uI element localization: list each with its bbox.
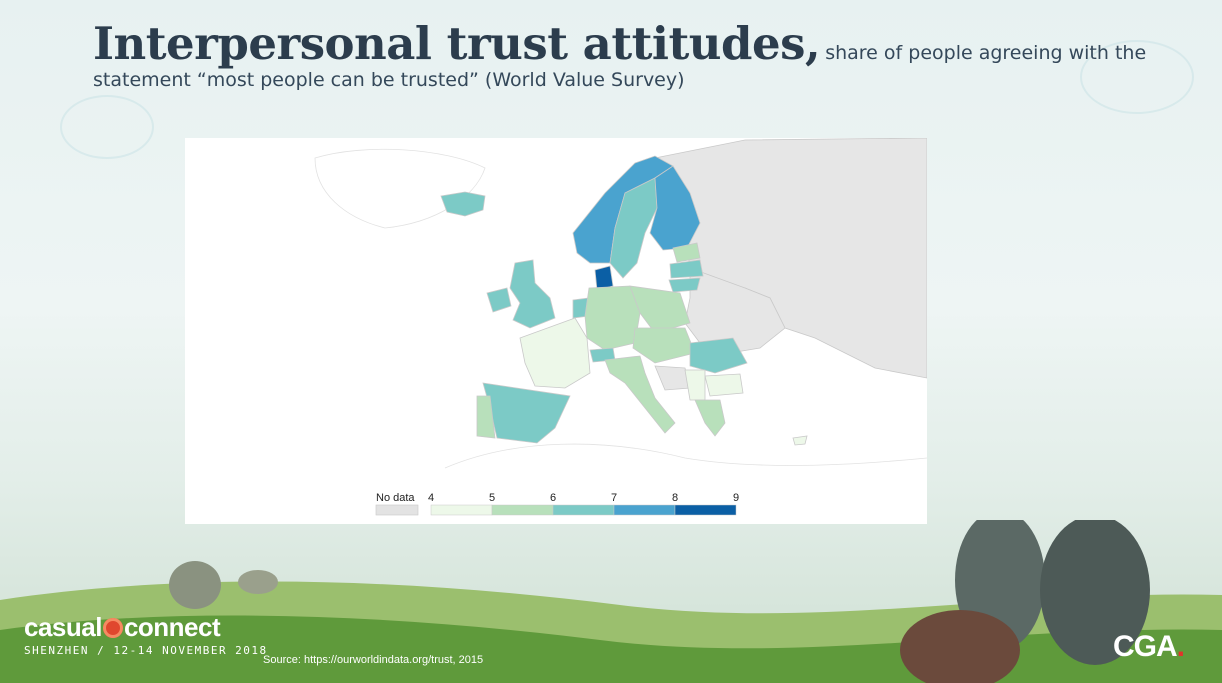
slide-title: Interpersonal trust attitudes, share of … bbox=[93, 18, 1173, 92]
legend-bin-swatch bbox=[552, 504, 615, 516]
legend-bin-swatch bbox=[491, 504, 554, 516]
region-latvia bbox=[669, 259, 704, 279]
region-italy bbox=[604, 355, 676, 434]
europe-trust-map bbox=[185, 138, 927, 524]
region-bulgaria bbox=[704, 373, 744, 397]
title-main: Interpersonal trust attitudes, bbox=[93, 17, 821, 70]
footer-landscape bbox=[0, 520, 1222, 683]
region-ireland bbox=[486, 287, 512, 313]
region-france bbox=[519, 317, 591, 389]
legend-tick-label: 6 bbox=[550, 492, 556, 504]
legend-tick-label: 7 bbox=[611, 492, 617, 504]
region-spain bbox=[482, 382, 571, 444]
rock bbox=[169, 561, 221, 609]
region-denmark bbox=[594, 265, 614, 291]
title-subtitle: share of people agreeing with the statem… bbox=[93, 42, 1147, 91]
region-lithuania bbox=[668, 277, 701, 293]
legend-tick-label: 9 bbox=[733, 492, 739, 504]
legend-bin-swatch bbox=[430, 504, 493, 516]
rock bbox=[238, 570, 278, 594]
map-legend: No data 4 5 6 7 8 9 bbox=[375, 492, 739, 516]
logo-word-right: connect bbox=[123, 612, 221, 642]
region-cyprus bbox=[792, 435, 808, 446]
region-greenland-outline bbox=[314, 148, 486, 229]
legend-no-data-swatch bbox=[375, 504, 419, 516]
legend-tick-label: 8 bbox=[672, 492, 678, 504]
region-iceland bbox=[440, 191, 486, 217]
flower-icon bbox=[102, 618, 123, 638]
logo-word-left: casual bbox=[24, 612, 102, 642]
legend-bin-swatch bbox=[613, 504, 676, 516]
background-swirl bbox=[60, 95, 154, 159]
region-sweden bbox=[609, 177, 658, 279]
legend-no-data-label: No data bbox=[376, 492, 415, 504]
region-serbia bbox=[684, 369, 706, 401]
region-czechia-slovakia-hungary bbox=[632, 327, 696, 364]
source-citation: Source: https://ourworldindata.org/trust… bbox=[263, 654, 484, 666]
cga-text: CGA bbox=[1113, 630, 1178, 663]
region-belarus-ukraine bbox=[684, 267, 786, 354]
region-estonia bbox=[672, 242, 701, 263]
casual-connect-logo: casual connect SHENZHEN / 12-14 NOVEMBER … bbox=[24, 612, 268, 657]
region-portugal bbox=[476, 395, 496, 439]
legend-bin-swatch bbox=[674, 504, 737, 516]
boulder bbox=[900, 610, 1020, 683]
map-svg bbox=[314, 138, 927, 469]
logo-subtitle: SHENZHEN / 12-14 NOVEMBER 2018 bbox=[24, 644, 268, 657]
boulder bbox=[1040, 520, 1150, 665]
region-greece bbox=[694, 399, 726, 437]
cga-dot: . bbox=[1176, 630, 1185, 663]
region-poland bbox=[629, 285, 691, 334]
legend-tick-label: 5 bbox=[489, 492, 495, 504]
region-africa-outline bbox=[444, 443, 927, 469]
legend-tick-label: 4 bbox=[428, 492, 434, 504]
background-swirl bbox=[1080, 40, 1194, 114]
region-romania bbox=[689, 337, 748, 374]
region-germany bbox=[584, 285, 641, 351]
cga-logo: CGA. bbox=[1113, 630, 1185, 664]
region-uk bbox=[509, 259, 556, 329]
